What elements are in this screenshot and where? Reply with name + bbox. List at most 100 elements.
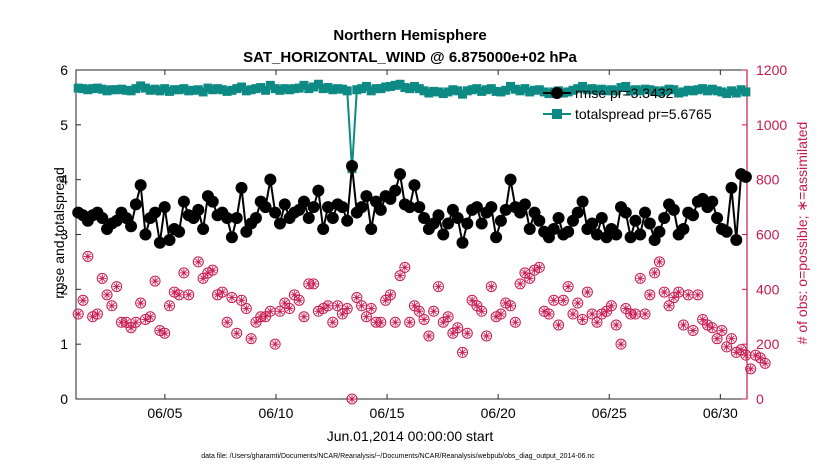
y-tick-label-right: 600 <box>756 227 780 243</box>
asterisk-stroke <box>709 324 716 331</box>
asterisk-stroke <box>747 365 754 372</box>
rmse-point <box>461 217 474 230</box>
assimilated-point <box>208 266 217 275</box>
rmse-point <box>149 206 162 219</box>
asterisk-stroke <box>344 305 351 312</box>
asterisk-stroke <box>228 294 236 301</box>
assimilated-point <box>520 268 529 277</box>
assimilated-point <box>352 293 361 302</box>
asterisk-stroke <box>550 297 557 304</box>
rmse-point <box>418 212 431 225</box>
y-tick-label-left: 1 <box>60 336 68 352</box>
totalspread-point <box>256 83 266 93</box>
assimilated-point <box>141 315 150 324</box>
asterisk-stroke <box>627 310 634 318</box>
totalspread-point <box>693 85 703 95</box>
totalspread-point <box>241 86 251 96</box>
assimilated-point <box>357 301 366 310</box>
totalspread-point <box>213 84 223 94</box>
x-tick-label: 06/10 <box>258 405 293 421</box>
asterisk-stroke <box>334 302 341 309</box>
assimilated-point <box>304 279 313 288</box>
totalspread-point <box>621 81 631 91</box>
totalspread-point <box>261 85 271 95</box>
asterisk-stroke <box>483 332 490 340</box>
assimilated-point <box>165 301 174 310</box>
possible-point <box>432 281 444 293</box>
rmse-point <box>720 225 733 238</box>
possible-point <box>562 281 574 293</box>
totalspread-point <box>640 84 650 94</box>
possible-point <box>605 300 617 312</box>
rmse-point <box>629 214 642 227</box>
asterisk-stroke <box>507 302 514 309</box>
asterisk-stroke <box>574 299 581 307</box>
asterisk-stroke <box>300 313 308 320</box>
series-layer <box>72 79 771 405</box>
rmse-point <box>643 217 656 230</box>
totalspread-point <box>174 85 184 95</box>
rmse-point <box>96 212 109 225</box>
asterisk-stroke <box>219 288 226 296</box>
asterisk-stroke <box>459 349 466 356</box>
assimilated-point <box>496 310 505 319</box>
y-axis-label-left: rmse and totalspread <box>51 167 67 299</box>
rmse-point <box>677 223 690 236</box>
legend-label-rmse: rmse pr=3.3432 <box>575 85 674 101</box>
asterisk-stroke <box>560 297 567 304</box>
rmse-point <box>177 195 190 208</box>
asterisk-stroke <box>94 310 101 318</box>
assimilated-point <box>271 340 280 349</box>
totalspread-point <box>83 85 93 95</box>
totalspread-point <box>126 86 136 96</box>
assimilated-point <box>299 312 308 321</box>
assimilated-point <box>592 318 601 327</box>
rmse-point <box>586 217 599 230</box>
rmse-point <box>610 228 623 241</box>
possible-point <box>557 294 569 306</box>
possible-point <box>615 338 627 350</box>
assimilated-point <box>636 274 645 283</box>
assimilated-point <box>665 301 674 310</box>
possible-point <box>759 357 771 369</box>
rmse-point <box>158 201 171 214</box>
possible-point <box>711 333 723 345</box>
asterisk-stroke <box>632 310 639 318</box>
asterisk-stroke <box>387 291 394 298</box>
possible-point <box>389 316 401 328</box>
asterisk-stroke <box>103 291 111 298</box>
assimilated-point <box>516 279 525 288</box>
chart-subtitle: SAT_HORIZONTAL_WIND @ 6.875000e+02 hPa <box>243 49 577 66</box>
rmse-point <box>437 228 450 241</box>
asterisk-stroke <box>670 294 677 301</box>
possible-point <box>577 313 589 325</box>
assimilated-point <box>261 312 270 321</box>
assimilated-point <box>362 312 371 321</box>
asterisk-stroke <box>454 324 461 331</box>
asterisk-stroke <box>262 313 269 320</box>
totalspread-point <box>520 84 530 94</box>
assimilated-point <box>573 299 582 308</box>
asterisk-stroke <box>252 319 260 326</box>
possible-point <box>163 300 175 312</box>
assimilated-point <box>103 290 112 299</box>
totalspread-point <box>289 84 299 94</box>
rmse-point <box>576 195 589 208</box>
totalspread-point <box>438 89 448 99</box>
right-axis: 0 200 400 600 800 1000 1200 <box>742 62 787 407</box>
asterisk-stroke <box>512 319 519 326</box>
assimilated-point <box>689 326 698 335</box>
possible-point <box>293 294 305 306</box>
assimilated-point <box>295 296 304 305</box>
possible-point <box>96 272 108 284</box>
x-axis: 06/05 06/10 06/15 06/20 06/25 06/30 <box>147 70 738 421</box>
possible-point <box>644 289 656 301</box>
totalspread-point <box>457 89 467 99</box>
rmse-point <box>470 201 483 214</box>
assimilated-point <box>751 351 760 360</box>
assimilated-point <box>679 320 688 329</box>
possible-point <box>572 297 584 309</box>
rmse-point <box>490 231 503 244</box>
asterisk-stroke <box>257 313 264 320</box>
